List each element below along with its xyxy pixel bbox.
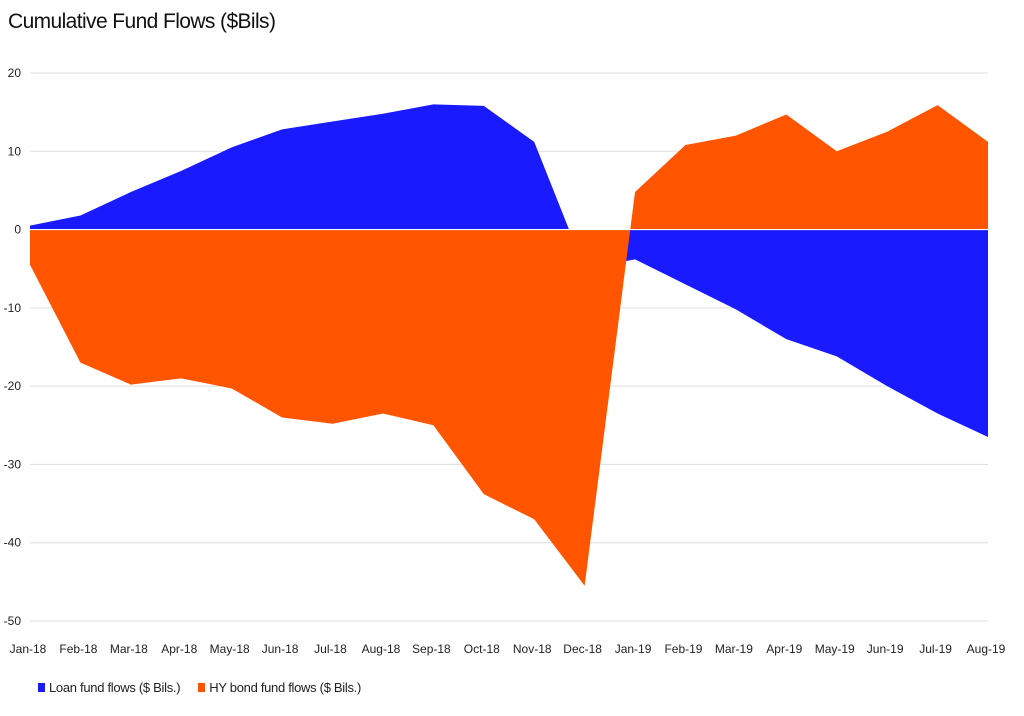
x-tick-label: May-19 xyxy=(815,642,855,656)
x-tick-label: Aug-19 xyxy=(967,642,1006,656)
y-axis-ticks: 20 10 0 -10 -20 -30 -40 -50 xyxy=(4,66,22,628)
data-areas xyxy=(29,104,989,586)
x-tick-label: Jun-19 xyxy=(867,642,904,656)
x-tick-label: Jun-18 xyxy=(262,642,299,656)
x-tick-label: Oct-18 xyxy=(464,642,500,656)
x-tick-label: Sep-18 xyxy=(412,642,451,656)
series-area-0[interactable] xyxy=(30,104,988,438)
x-tick-label: Jan-19 xyxy=(615,642,652,656)
x-tick-label: Jan-18 xyxy=(10,642,47,656)
legend-item-loan[interactable]: Loan fund flows ($ Bils.) xyxy=(38,680,181,695)
x-tick-label: Apr-18 xyxy=(161,642,197,656)
y-tick-label: -30 xyxy=(4,457,22,471)
y-tick-label: -10 xyxy=(4,301,22,315)
legend-label-hy-bond: HY bond fund flows ($ Bils.) xyxy=(209,680,362,695)
legend-swatch-hy-bond xyxy=(198,683,206,692)
y-tick-label: 0 xyxy=(14,223,21,237)
chart-title: Cumulative Fund Flows ($Bils) xyxy=(8,10,276,33)
y-tick-label: -50 xyxy=(4,614,22,628)
y-tick-label: -20 xyxy=(4,379,22,393)
y-tick-label: -40 xyxy=(4,536,22,550)
x-tick-label: Aug-18 xyxy=(362,642,401,656)
x-tick-label: Feb-18 xyxy=(59,642,97,656)
x-tick-label: Apr-19 xyxy=(766,642,802,656)
x-tick-label: Jul-19 xyxy=(919,642,952,656)
x-axis-ticks: Jan-18 Feb-18 Mar-18 Apr-18 May-18 Jun-18 Jul-… xyxy=(10,642,1006,656)
x-tick-label: Mar-18 xyxy=(110,642,148,656)
legend-label-loan: Loan fund flows ($ Bils.) xyxy=(49,680,181,695)
y-tick-label: 10 xyxy=(8,144,22,158)
legend-swatch-loan xyxy=(38,683,45,692)
x-tick-label: Feb-19 xyxy=(664,642,702,656)
x-tick-label: Mar-19 xyxy=(715,642,753,656)
x-tick-label: May-18 xyxy=(210,642,250,656)
x-tick-label: Jul-18 xyxy=(314,642,347,656)
legend-item-hy-bond[interactable]: HY bond fund flows ($ Bils.) xyxy=(198,680,361,695)
x-tick-label: Nov-18 xyxy=(513,642,552,656)
x-tick-label: Dec-18 xyxy=(563,642,602,656)
y-tick-label: 20 xyxy=(8,66,22,80)
series-area-1[interactable] xyxy=(30,105,988,586)
legend: Loan fund flows ($ Bils.) HY bond fund f… xyxy=(38,680,361,695)
